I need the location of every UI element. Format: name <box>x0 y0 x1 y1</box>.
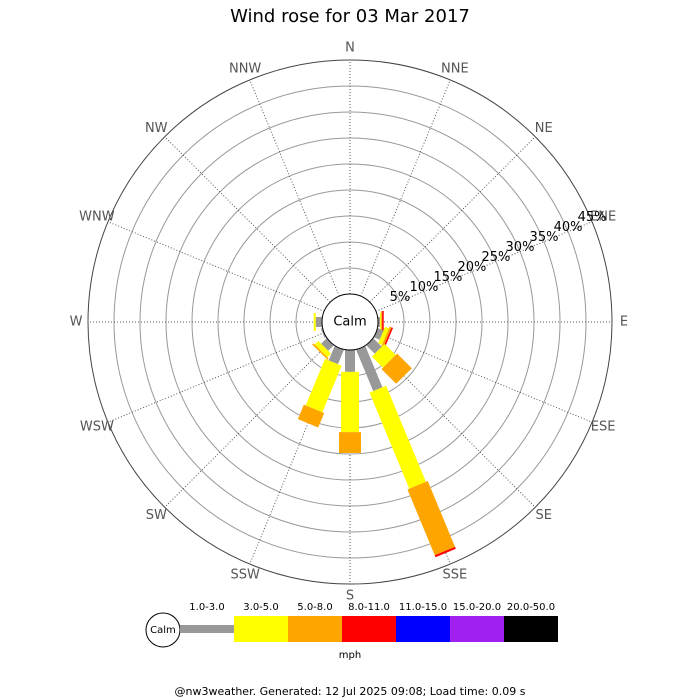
legend-swatch <box>342 616 396 642</box>
direction-label: NE <box>535 121 553 136</box>
bar-segment <box>321 338 334 351</box>
grid-ring <box>139 111 561 533</box>
spoke <box>369 136 536 303</box>
legend-swatch <box>504 616 558 642</box>
legend-swatch <box>180 625 234 633</box>
legend-swatch <box>288 616 342 642</box>
direction-label: E <box>620 315 628 330</box>
legend-swatch <box>450 616 504 642</box>
legend-label: 5.0-8.0 <box>297 602 332 613</box>
spoke <box>164 341 331 508</box>
spoke <box>249 79 340 297</box>
bar-segment <box>297 404 325 428</box>
bar-segment <box>356 345 383 392</box>
bar-segment <box>369 385 426 489</box>
bar-segment <box>373 328 384 340</box>
bar-segment <box>381 326 392 348</box>
bar-segment <box>381 311 383 333</box>
legend-label: 8.0-11.0 <box>348 602 390 613</box>
r-tick-label: 40% <box>554 220 583 235</box>
bar-segment <box>382 311 384 333</box>
spoke <box>107 332 325 423</box>
r-tick-label: 15% <box>433 270 462 285</box>
r-tick-label: 5% <box>390 290 411 305</box>
direction-label: SSE <box>442 568 467 583</box>
direction-label: NW <box>145 121 168 136</box>
legend-calm-label: Calm <box>150 625 176 636</box>
legend-label: 1.0-3.0 <box>189 602 224 613</box>
r-tick-label: 35% <box>530 230 559 245</box>
bar-segment <box>345 350 355 372</box>
legend-label: 3.0-5.0 <box>243 602 278 613</box>
bar-segment <box>315 317 322 327</box>
bar-segment <box>314 340 332 358</box>
legend-swatch <box>396 616 450 642</box>
r-tick-label: 20% <box>457 260 486 275</box>
direction-label: N <box>345 41 355 56</box>
bar-segment <box>339 432 361 453</box>
units-label: mph <box>339 650 361 661</box>
r-tick-label: 25% <box>482 250 511 265</box>
direction-label: SE <box>536 508 552 523</box>
direction-label: S <box>346 589 354 604</box>
bar-segment <box>383 327 394 349</box>
bar-segment <box>380 313 382 331</box>
legend-label: 15.0-20.0 <box>453 602 501 613</box>
bar-segment <box>328 345 344 365</box>
bar-segment <box>313 313 316 331</box>
r-tick-label: 30% <box>506 240 535 255</box>
direction-label: WNW <box>79 210 115 225</box>
bar-segment <box>407 481 456 556</box>
spoke <box>360 79 451 297</box>
direction-label: NNE <box>441 61 469 76</box>
grid-ring <box>217 189 483 455</box>
chart-title: Wind rose for 03 Mar 2017 <box>230 6 470 27</box>
bar-segment <box>305 358 342 413</box>
legend-label: 11.0-15.0 <box>399 602 447 613</box>
direction-label: ENE <box>590 210 616 225</box>
bar-segment <box>341 371 359 433</box>
bar-segment <box>434 546 456 558</box>
bar-segment <box>371 343 396 368</box>
direction-label: ESE <box>591 419 616 434</box>
bar-segment <box>378 326 389 346</box>
direction-label: SSW <box>230 568 260 583</box>
r-tick-label: 45% <box>578 210 607 225</box>
bar-segment <box>320 328 327 338</box>
spoke <box>375 221 593 312</box>
grid-ring <box>87 59 613 585</box>
spoke <box>107 221 325 312</box>
bar-segment <box>378 317 381 327</box>
bar-segment <box>381 353 412 384</box>
direction-label: NNW <box>229 61 261 76</box>
r-tick-label: 10% <box>409 280 438 295</box>
footer: @nw3weather. Generated: 12 Jul 2025 09:0… <box>175 685 526 698</box>
direction-label: WSW <box>80 419 114 434</box>
calm-label: Calm <box>333 315 366 330</box>
direction-label: SW <box>146 508 167 523</box>
direction-label: W <box>70 315 83 330</box>
legend-swatch <box>234 616 288 642</box>
calm-circle <box>321 293 379 351</box>
spoke <box>164 136 331 303</box>
spoke <box>375 332 593 423</box>
bar-segment <box>312 343 329 360</box>
legend-label: 20.0-50.0 <box>507 602 555 613</box>
